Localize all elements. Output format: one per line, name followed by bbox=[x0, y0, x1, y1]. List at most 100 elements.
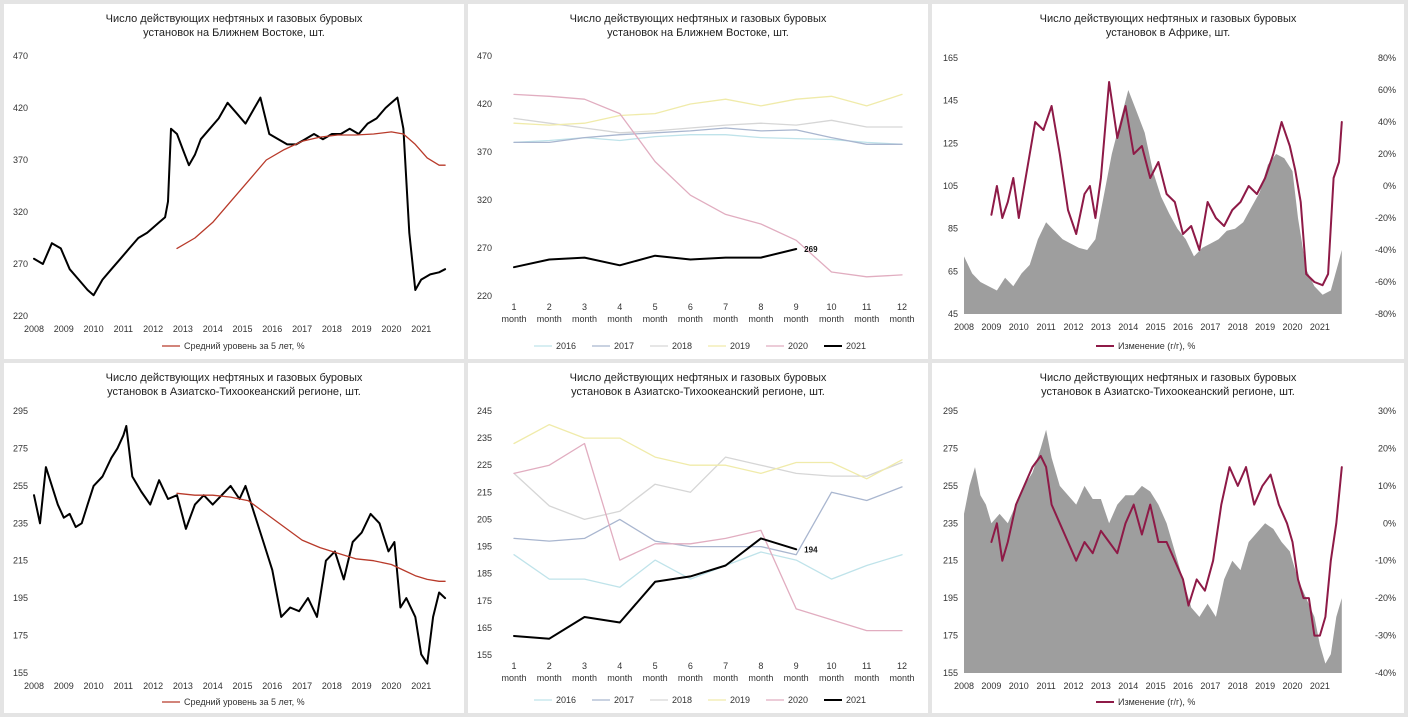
y2-tick-label: -40% bbox=[1375, 668, 1396, 678]
x-tick-label: 2015 bbox=[1146, 681, 1166, 691]
legend-label: 2016 bbox=[556, 695, 576, 705]
y-tick-label: 220 bbox=[13, 311, 28, 321]
x-tick-label: 5 bbox=[653, 661, 658, 671]
y-tick-label: 175 bbox=[943, 631, 958, 641]
y-tick-label: 45 bbox=[948, 309, 958, 319]
x-tick-label: 4 bbox=[617, 661, 622, 671]
chart-africa-rigs: Число действующих нефтяных и газовых бур… bbox=[943, 13, 1396, 351]
x-tick-label: 2008 bbox=[954, 681, 974, 691]
y2-tick-label: 20% bbox=[1378, 443, 1396, 453]
x-tick-label: 2012 bbox=[1063, 681, 1083, 691]
x-tick-label: 10 bbox=[826, 302, 836, 312]
chart-title-line: Число действующих нефтяных и газовых бур… bbox=[106, 13, 363, 25]
y2-tick-label: 80% bbox=[1378, 53, 1396, 63]
y2-tick-label: 0% bbox=[1383, 518, 1396, 528]
x-tick-sublabel: month bbox=[889, 673, 914, 683]
x-tick-label: 2014 bbox=[1118, 322, 1138, 332]
y2-tick-label: 30% bbox=[1378, 406, 1396, 416]
y-tick-label: 420 bbox=[477, 99, 492, 109]
series-line-2019 bbox=[513, 423, 903, 480]
x-tick-label: 2021 bbox=[1310, 681, 1330, 691]
chart-apac-rigs-change: Число действующих нефтяных и газовых бур… bbox=[943, 372, 1396, 707]
chart-title-line: установок в Азиатско-Тихоокеанский регио… bbox=[1041, 386, 1295, 398]
x-tick-label: 9 bbox=[794, 661, 799, 671]
x-tick-sublabel: month bbox=[678, 673, 703, 683]
series-line-Средний уровень за 5 лет, % bbox=[176, 492, 446, 582]
x-tick-label: 2021 bbox=[411, 681, 431, 691]
y-tick-label: 320 bbox=[477, 195, 492, 205]
chart-title-line: Число действующих нефтяных и газовых бур… bbox=[1040, 372, 1297, 384]
y2-tick-label: -60% bbox=[1375, 277, 1396, 287]
series-line-Средний уровень за 5 лет, % bbox=[176, 131, 446, 250]
y-tick-label: 295 bbox=[13, 406, 28, 416]
x-tick-label: 2011 bbox=[114, 324, 133, 334]
legend-label: Изменение (г/г), % bbox=[1118, 697, 1195, 707]
x-tick-sublabel: month bbox=[889, 314, 914, 324]
x-tick-sublabel: month bbox=[854, 673, 879, 683]
legend-label: Изменение (г/г), % bbox=[1118, 341, 1195, 351]
legend-label: 2017 bbox=[614, 341, 634, 351]
area-series bbox=[964, 90, 1342, 314]
x-tick-label: 2019 bbox=[1255, 681, 1275, 691]
x-tick-label: 2013 bbox=[173, 681, 193, 691]
x-tick-label: 2017 bbox=[292, 324, 312, 334]
x-tick-label: 2012 bbox=[143, 681, 163, 691]
y-tick-label: 220 bbox=[477, 291, 492, 301]
x-tick-sublabel: month bbox=[819, 314, 844, 324]
y-tick-label: 370 bbox=[13, 155, 28, 165]
legend-label: 2021 bbox=[846, 341, 866, 351]
x-tick-sublabel: month bbox=[501, 673, 526, 683]
x-tick-sublabel: month bbox=[572, 314, 597, 324]
chart-title-line: Число действующих нефтяных и газовых бур… bbox=[1040, 13, 1297, 25]
y-tick-label: 470 bbox=[13, 51, 28, 61]
legend-label: 2016 bbox=[556, 341, 576, 351]
chart-apac-rigs-by-year: Число действующих нефтяных и газовых бур… bbox=[477, 372, 915, 705]
y2-tick-label: -20% bbox=[1375, 593, 1396, 603]
x-tick-sublabel: month bbox=[501, 314, 526, 324]
chart-title-line: Число действующих нефтяных и газовых бур… bbox=[570, 372, 827, 384]
x-tick-label: 2011 bbox=[1036, 322, 1055, 332]
series-line-2018 bbox=[513, 456, 903, 521]
y-tick-label: 235 bbox=[943, 518, 958, 528]
y2-tick-label: 20% bbox=[1378, 149, 1396, 159]
series-line-2016 bbox=[513, 551, 903, 588]
legend-label: Средний уровень за 5 лет, % bbox=[184, 341, 305, 351]
x-tick-label: 2019 bbox=[1255, 322, 1275, 332]
y-tick-label: 245 bbox=[477, 406, 492, 416]
chart-panel-5: Число действующих нефтяных и газовых бур… bbox=[468, 363, 928, 713]
chart-panel-1: Число действующих нефтяных и газовых бур… bbox=[4, 4, 464, 359]
y2-tick-label: -80% bbox=[1375, 309, 1396, 319]
y2-tick-label: 10% bbox=[1378, 481, 1396, 491]
series-line-2020 bbox=[513, 442, 903, 632]
x-tick-label: 11 bbox=[862, 661, 871, 671]
x-tick-label: 2020 bbox=[1282, 681, 1302, 691]
y-tick-label: 195 bbox=[943, 593, 958, 603]
y-tick-label: 295 bbox=[943, 406, 958, 416]
x-tick-label: 2016 bbox=[1173, 322, 1193, 332]
y-tick-label: 185 bbox=[477, 569, 492, 579]
y-tick-label: 175 bbox=[477, 596, 492, 606]
x-tick-sublabel: month bbox=[537, 673, 562, 683]
series-line-2018 bbox=[513, 117, 903, 134]
x-tick-label: 1 bbox=[511, 661, 516, 671]
x-tick-label: 3 bbox=[582, 302, 587, 312]
x-tick-sublabel: month bbox=[819, 673, 844, 683]
x-tick-label: 2010 bbox=[84, 681, 104, 691]
chart-panel-6: Число действующих нефтяных и газовых бур… bbox=[932, 363, 1404, 713]
x-tick-label: 8 bbox=[758, 661, 763, 671]
chart-me-rigs-by-year: Число действующих нефтяных и газовых бур… bbox=[477, 13, 915, 351]
x-tick-sublabel: month bbox=[713, 314, 738, 324]
y2-tick-label: 60% bbox=[1378, 85, 1396, 95]
x-tick-sublabel: month bbox=[784, 314, 809, 324]
x-tick-label: 2 bbox=[547, 661, 552, 671]
x-tick-sublabel: month bbox=[643, 314, 668, 324]
x-tick-sublabel: month bbox=[607, 673, 632, 683]
legend-label: 2018 bbox=[672, 695, 692, 705]
chart-panel-4: Число действующих нефтяных и газовых бур… bbox=[4, 363, 464, 713]
x-tick-label: 2020 bbox=[1282, 322, 1302, 332]
y-tick-label: 235 bbox=[477, 433, 492, 443]
series-line-2021 bbox=[513, 248, 798, 269]
legend-label: Средний уровень за 5 лет, % bbox=[184, 697, 305, 707]
y-tick-label: 270 bbox=[13, 259, 28, 269]
x-tick-sublabel: month bbox=[854, 314, 879, 324]
